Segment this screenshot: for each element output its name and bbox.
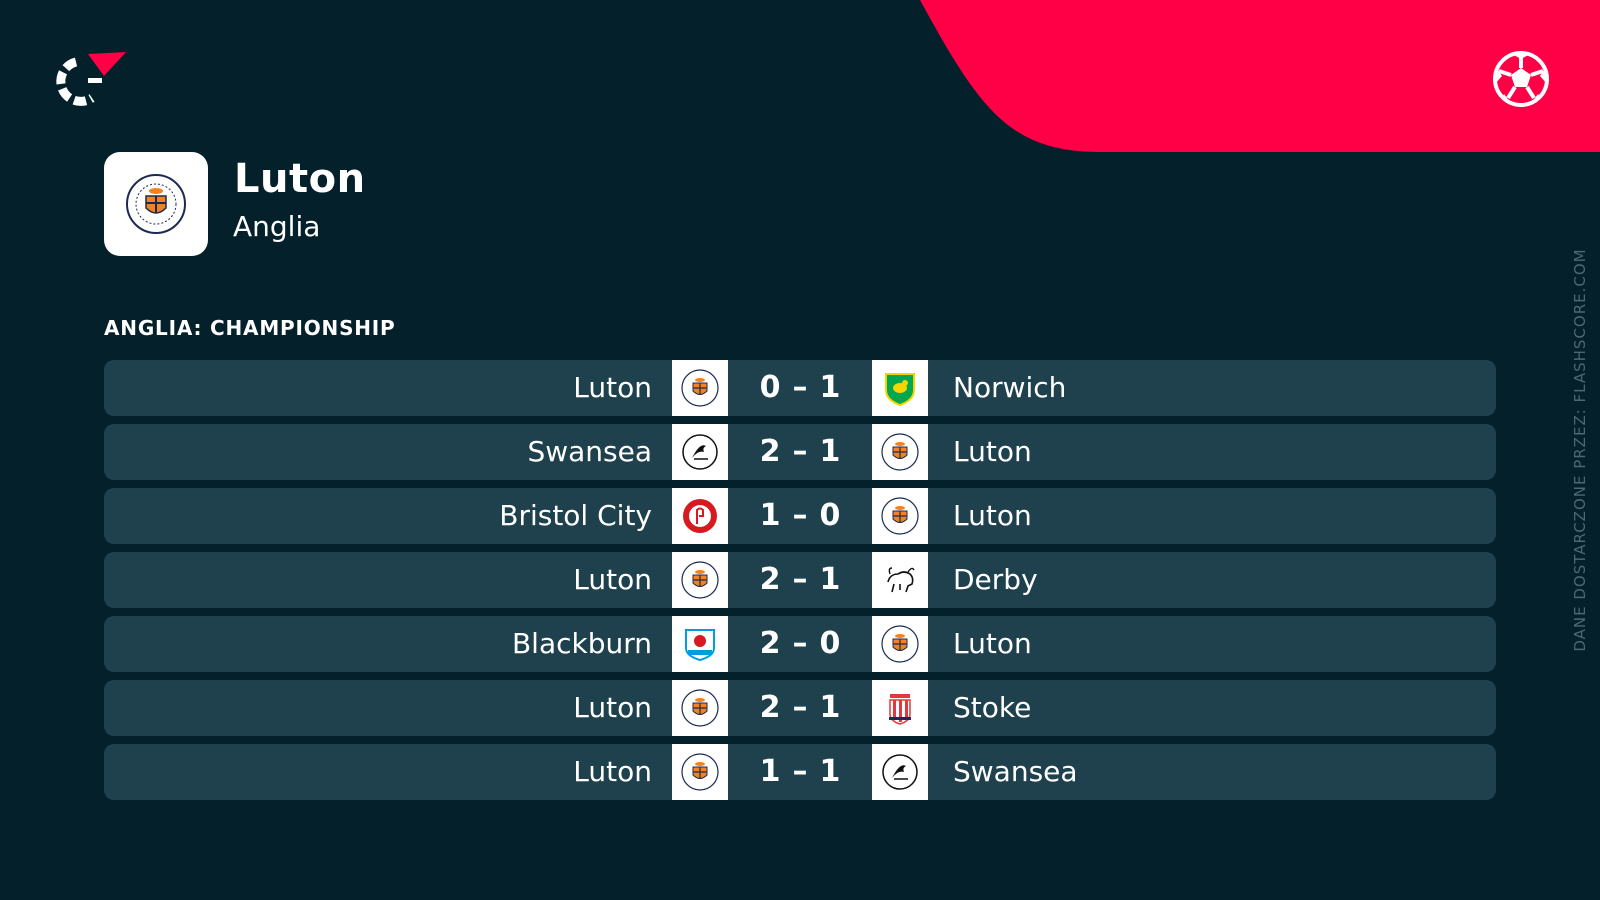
away-team-crest [872,488,928,544]
home-score: 2 [759,562,781,597]
luton-crest-icon [681,561,719,599]
bristol-city-crest-icon [683,499,717,533]
home-team-crest [672,424,728,480]
away-team-name: Norwich [953,371,1067,404]
home-team-crest [672,488,728,544]
home-team-name: Luton [573,563,652,596]
match-row[interactable]: Bristol City 1–0 Luton [104,488,1496,544]
away-score: 1 [819,562,841,597]
luton-crest-icon [681,369,719,407]
home-score: 2 [759,434,781,469]
score-separator: – [792,626,808,661]
score-separator: – [792,498,808,533]
away-team-crest [872,552,928,608]
luton-crest-icon [881,433,919,471]
header-accent-shape [920,0,1600,152]
away-team-name: Luton [953,627,1032,660]
match-score: 2–1 [728,424,872,480]
team-country: Anglia [233,210,321,243]
score-separator: – [792,562,808,597]
home-team-crest [672,616,728,672]
luton-crest-icon [681,753,719,791]
match-row[interactable]: Luton 0–1 Norwich [104,360,1496,416]
home-score: 1 [759,498,781,533]
league-title: ANGLIA: CHAMPIONSHIP [104,316,396,340]
score-separator: – [792,434,808,469]
match-score: 1–0 [728,488,872,544]
match-row[interactable]: Luton 2–1 Derby [104,552,1496,608]
match-score: 1–1 [728,744,872,800]
home-score: 1 [759,754,781,789]
stoke-crest-icon [889,694,911,725]
home-team-name: Luton [573,691,652,724]
blackburn-crest-icon [685,629,715,662]
home-team-name: Luton [573,371,652,404]
home-team-crest [672,360,728,416]
luton-crest-icon [881,625,919,663]
away-score: 0 [819,626,841,661]
match-row[interactable]: Swansea 2–1 Luton [104,424,1496,480]
away-team-name: Stoke [953,691,1032,724]
away-team-crest [872,424,928,480]
home-score: 2 [759,626,781,661]
results-list: Luton 0–1 Norwich Swansea 2–1 Luton Bristo… [104,360,1496,808]
away-team-name: Derby [953,563,1038,596]
derby-crest-icon [887,567,915,593]
soccer-ball-icon [1493,51,1549,107]
away-team-crest [872,744,928,800]
match-score: 2–0 [728,616,872,672]
home-team-name: Bristol City [499,499,652,532]
score-separator: – [792,754,808,789]
away-score: 1 [819,690,841,725]
home-score: 0 [759,370,781,405]
match-score: 2–1 [728,552,872,608]
away-team-name: Luton [953,435,1032,468]
home-team-name: Luton [573,755,652,788]
team-name: Luton [234,156,366,202]
match-row[interactable]: Luton 1–1 Swansea [104,744,1496,800]
away-team-name: Swansea [953,755,1078,788]
home-team-crest [672,680,728,736]
match-row[interactable]: Blackburn 2–0 Luton [104,616,1496,672]
home-score: 2 [759,690,781,725]
away-score: 1 [819,434,841,469]
luton-crest-icon [126,174,186,234]
match-row[interactable]: Luton 2–1 Stoke [104,680,1496,736]
luton-crest-icon [881,497,919,535]
team-logo [104,152,208,256]
away-team-crest [872,616,928,672]
away-score: 0 [819,498,841,533]
data-credit: DANE DOSTARCZONE PRZEZ: FLASHSCORE.COM [1571,248,1589,652]
norwich-crest-icon [885,373,915,407]
flashscore-logo-icon [56,52,126,106]
score-separator: – [792,690,808,725]
away-team-crest [872,360,928,416]
match-score: 2–1 [728,680,872,736]
home-team-crest [672,552,728,608]
home-team-name: Blackburn [511,627,652,660]
match-score: 0–1 [728,360,872,416]
swansea-crest-icon [682,434,718,470]
score-separator: – [792,370,808,405]
away-score: 1 [819,370,841,405]
home-team-crest [672,744,728,800]
away-team-name: Luton [953,499,1032,532]
home-team-name: Swansea [527,435,652,468]
swansea-crest-icon [882,754,918,790]
luton-crest-icon [681,689,719,727]
away-score: 1 [819,754,841,789]
away-team-crest [872,680,928,736]
